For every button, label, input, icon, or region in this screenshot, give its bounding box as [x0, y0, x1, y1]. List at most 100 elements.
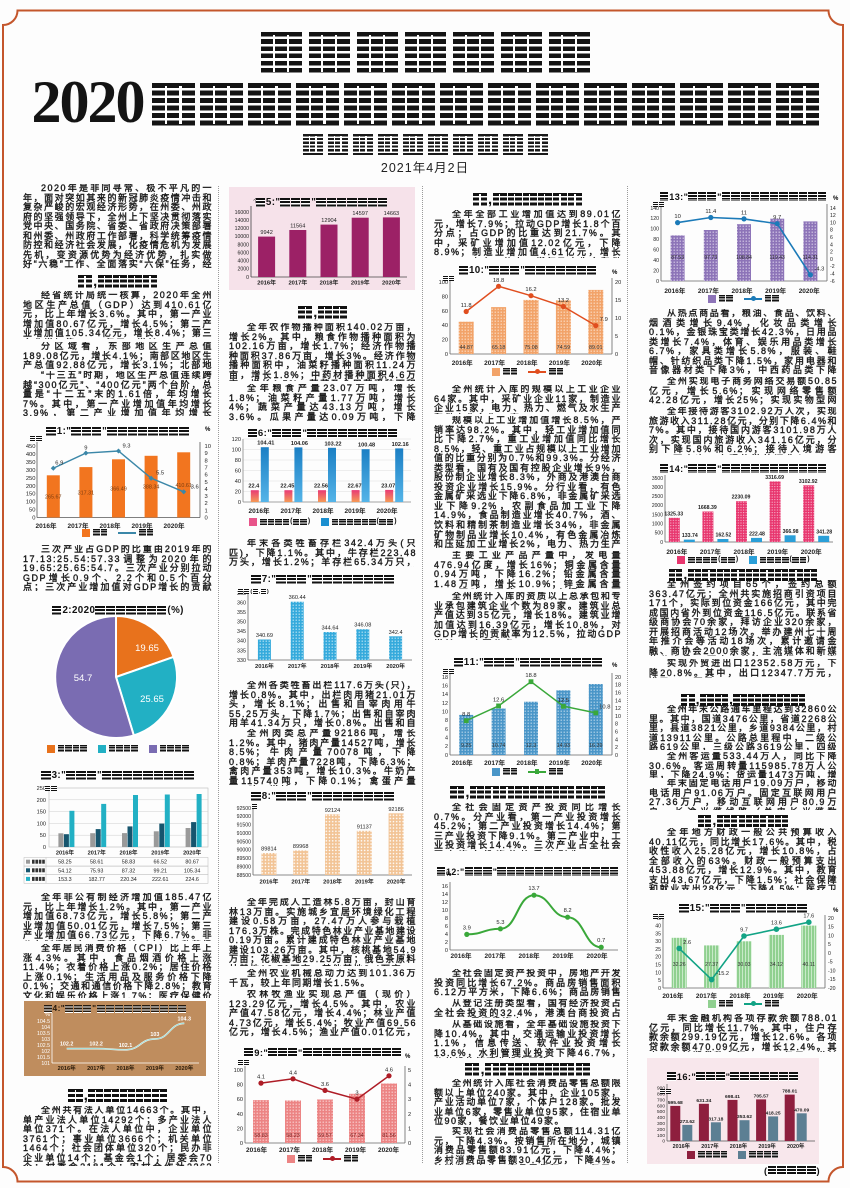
svg-text:35: 35	[655, 931, 661, 937]
svg-text:101: 101	[41, 1061, 50, 1067]
svg-text:2017年: 2017年	[288, 279, 307, 287]
svg-text:60: 60	[237, 1097, 243, 1103]
svg-text:100: 100	[234, 1068, 243, 1074]
svg-text:317.18: 317.18	[708, 1116, 723, 1122]
svg-text:4.6: 4.6	[385, 1067, 393, 1073]
svg-text:2019年: 2019年	[151, 849, 169, 857]
svg-text:16: 16	[442, 684, 448, 690]
svg-text:346.08: 346.08	[354, 623, 371, 629]
svg-text:6: 6	[830, 235, 833, 241]
svg-text:800: 800	[657, 1092, 665, 1098]
svg-text:32.26: 32.26	[673, 962, 686, 968]
svg-text:8: 8	[615, 722, 618, 728]
svg-text:366.49: 366.49	[110, 486, 127, 492]
svg-text:100: 100	[37, 821, 46, 827]
svg-text:330: 330	[237, 658, 246, 664]
svg-text:23.07: 23.07	[381, 483, 395, 489]
svg-text:100: 100	[26, 500, 36, 506]
svg-text:67.34: 67.34	[350, 1133, 364, 1139]
svg-text:2018年: 2018年	[116, 1064, 134, 1072]
svg-text:16.39: 16.39	[589, 743, 603, 749]
svg-text:12904: 12904	[321, 218, 337, 224]
svg-text:3: 3	[205, 494, 208, 500]
svg-text:200: 200	[37, 798, 46, 804]
svg-text:9.7: 9.7	[740, 928, 748, 934]
svg-text:150: 150	[37, 810, 46, 816]
svg-text:8: 8	[445, 718, 448, 724]
svg-text:360: 360	[237, 601, 246, 607]
svg-text:-10: -10	[828, 968, 836, 974]
svg-text:341.28: 341.28	[816, 529, 832, 535]
svg-text:2017年: 2017年	[288, 662, 307, 670]
svg-text:13.2: 13.2	[558, 298, 569, 304]
svg-text:12.6: 12.6	[493, 697, 504, 703]
svg-text:2018年: 2018年	[730, 1142, 748, 1150]
svg-text:2: 2	[830, 250, 833, 256]
svg-text:80.67: 80.67	[185, 860, 199, 866]
svg-text:342.4: 342.4	[389, 630, 403, 636]
svg-text:2017年: 2017年	[88, 849, 106, 857]
svg-text:102.2: 102.2	[60, 1042, 73, 1048]
svg-text:2020年: 2020年	[387, 878, 406, 886]
svg-text:40: 40	[653, 258, 659, 264]
svg-text:698.41: 698.41	[725, 1094, 740, 1100]
svg-text:2017年: 2017年	[701, 1142, 719, 1150]
svg-text:12.5: 12.5	[558, 698, 569, 704]
svg-text:87.53: 87.53	[671, 255, 684, 261]
svg-text:14: 14	[830, 206, 836, 212]
svg-text:91500: 91500	[237, 823, 252, 829]
svg-text:14000: 14000	[235, 218, 250, 224]
svg-text:2019年: 2019年	[353, 662, 372, 670]
svg-text:89.01: 89.01	[589, 345, 603, 351]
svg-text:13.6: 13.6	[771, 921, 782, 927]
svg-text:4: 4	[445, 736, 448, 742]
svg-text:5.3: 5.3	[496, 920, 504, 926]
svg-text:14: 14	[442, 692, 448, 698]
svg-text:0: 0	[658, 986, 661, 992]
svg-text:30.03: 30.03	[738, 962, 751, 968]
svg-text:16000: 16000	[235, 210, 250, 216]
svg-text:8000: 8000	[237, 242, 249, 248]
svg-text:2018年: 2018年	[320, 279, 339, 287]
svg-text:22.45: 22.45	[280, 484, 294, 490]
svg-text:9: 9	[84, 446, 87, 452]
svg-text:97.73: 97.73	[704, 255, 717, 261]
svg-text:58.83: 58.83	[122, 860, 136, 866]
svg-text:15: 15	[655, 963, 661, 969]
svg-text:100.48: 100.48	[358, 443, 375, 449]
svg-text:101.5: 101.5	[37, 1055, 50, 1061]
svg-text:340.69: 340.69	[256, 633, 273, 639]
svg-text:10: 10	[828, 933, 834, 939]
svg-text:10: 10	[674, 214, 680, 220]
svg-text:700: 700	[657, 1098, 665, 1104]
svg-text:340: 340	[237, 639, 246, 645]
svg-text:418.25: 418.25	[766, 1110, 781, 1116]
svg-text:4: 4	[408, 1083, 411, 1089]
svg-text:5.5: 5.5	[156, 471, 164, 477]
svg-text:1500: 1500	[652, 512, 663, 518]
svg-text:317.31: 317.31	[78, 490, 95, 496]
svg-text:60: 60	[235, 469, 241, 475]
svg-text:13.7: 13.7	[528, 886, 539, 892]
svg-text:-15: -15	[828, 977, 836, 983]
svg-text:34.12: 34.12	[770, 962, 783, 968]
svg-text:3.6: 3.6	[321, 1082, 329, 1088]
svg-text:182.77: 182.77	[88, 877, 105, 883]
svg-text:92124: 92124	[325, 808, 341, 814]
svg-text:2020年: 2020年	[386, 662, 405, 670]
svg-text:12000: 12000	[235, 226, 250, 232]
svg-text:120: 120	[650, 216, 659, 222]
svg-text:4: 4	[205, 487, 209, 493]
svg-text:19.65: 19.65	[135, 643, 159, 654]
svg-text:0: 0	[205, 516, 208, 522]
svg-text:104: 104	[41, 1025, 50, 1031]
svg-text:4: 4	[445, 932, 448, 938]
svg-text:22.67: 22.67	[348, 484, 362, 490]
svg-text:220.34: 220.34	[120, 877, 137, 883]
svg-text:20: 20	[235, 490, 241, 496]
svg-text:2: 2	[615, 745, 618, 751]
svg-text:14: 14	[442, 892, 448, 898]
svg-text:-15.2: -15.2	[716, 971, 729, 977]
svg-text:11564: 11564	[290, 224, 305, 230]
svg-text:2018年: 2018年	[119, 849, 137, 857]
